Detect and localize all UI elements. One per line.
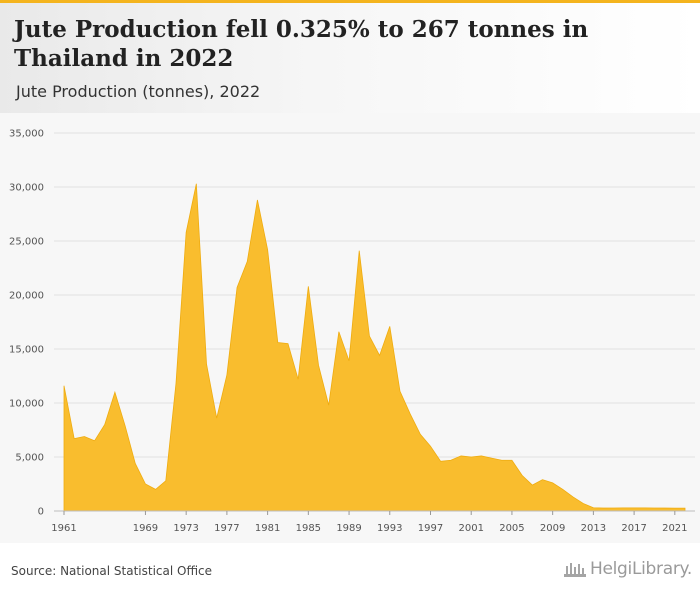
- y-tick-label: 10,000: [9, 399, 44, 410]
- axis-layer: 0 5,000 10,000 15,000 20,000 25,000 30,000 35,0…: [9, 129, 695, 534]
- x-tick-label: 2017: [621, 523, 646, 534]
- jute-production-area: [63, 183, 686, 512]
- y-tick-label: 15,000: [9, 345, 44, 356]
- y-tick-label: 20,000: [9, 291, 44, 302]
- x-tick-label: 1985: [296, 523, 321, 534]
- x-tick-label: 2005: [499, 523, 524, 534]
- area-layer: [63, 183, 686, 512]
- source-note: Source: National Statistical Office: [11, 564, 213, 578]
- helgi-library-logo[interactable]: HelgiLibrary.: [563, 559, 692, 579]
- y-tick-label: 5,000: [15, 453, 44, 464]
- x-tick-label: 1977: [214, 523, 239, 534]
- x-tick-label: 1961: [51, 523, 76, 534]
- x-tick-label: 1981: [255, 523, 280, 534]
- x-tick-label: 1989: [336, 523, 361, 534]
- accent-rule: [0, 0, 700, 3]
- library-building-icon: [563, 563, 586, 577]
- chart-subtitle: Jute Production (tonnes), 2022: [16, 82, 261, 101]
- chart-title: Jute Production fell 0.325% to 267 tonne…: [14, 16, 589, 72]
- x-tick-label: 1969: [133, 523, 158, 534]
- x-tick-label: 1973: [173, 523, 198, 534]
- y-tick-label: 0: [38, 507, 44, 518]
- x-tick-label: 2009: [540, 523, 565, 534]
- x-tick-label: 2021: [662, 523, 687, 534]
- logo-text: HelgiLibrary.: [589, 559, 692, 579]
- y-tick-label: 25,000: [9, 237, 44, 248]
- header: Jute Production fell 0.325% to 267 tonne…: [0, 3, 700, 113]
- x-tick-label: 1993: [377, 523, 402, 534]
- y-tick-label: 35,000: [9, 129, 44, 140]
- x-tick-label: 1997: [418, 523, 443, 534]
- y-tick-label: 30,000: [9, 183, 44, 194]
- x-tick-label: 2013: [581, 523, 606, 534]
- x-tick-label: 2001: [458, 523, 483, 534]
